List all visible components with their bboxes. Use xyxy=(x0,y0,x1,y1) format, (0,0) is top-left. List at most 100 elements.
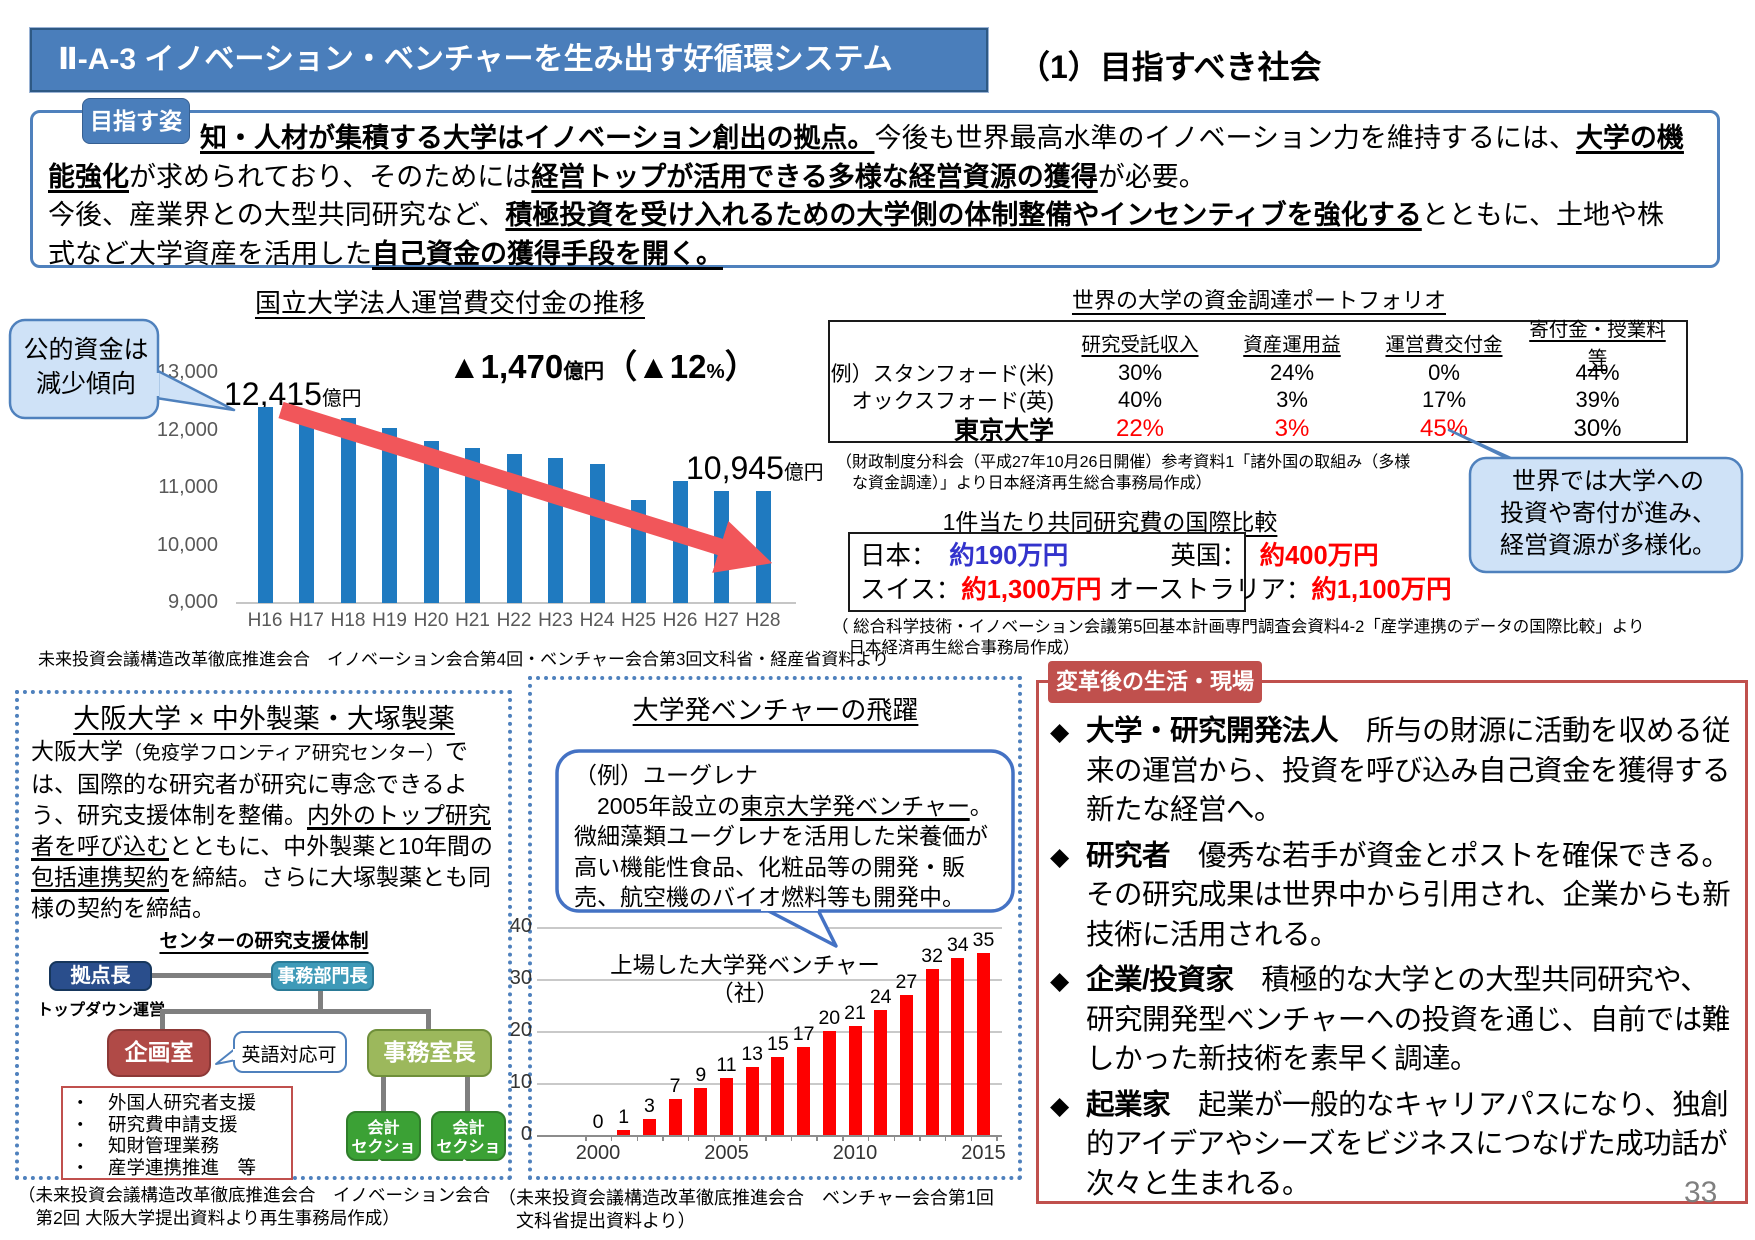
venture-chart-source: （未来投資会議構造改革徹底推進会合 ベンチャー会合第1回 文科省提出資料より） xyxy=(498,1188,994,1231)
table-column-header: 運営費交付金 xyxy=(1368,328,1520,357)
table-row-label: 例）スタンフォード(米) xyxy=(830,363,1054,386)
org-chart-title-text: センターの研究支援体制 xyxy=(159,931,369,952)
start-value-label: 12,415億円 xyxy=(224,376,362,413)
table-cell-value: 44% xyxy=(1575,360,1620,385)
x-axis-tick xyxy=(636,1135,639,1141)
after-item-title: 研究者 xyxy=(1086,839,1171,872)
x-axis-tick-label: H18 xyxy=(330,610,366,631)
y-axis-tick-label: 10,000 xyxy=(156,533,218,556)
x-axis-tick-label: H20 xyxy=(413,610,449,631)
org-connector xyxy=(152,973,271,978)
funding-bar xyxy=(672,480,688,603)
text-segment: が求められており、そのためには xyxy=(129,161,532,192)
bar-value-label: 7 xyxy=(669,1074,681,1097)
bar-value-label: 1 xyxy=(618,1105,630,1128)
y-axis-tick-label: 0 xyxy=(520,1123,532,1145)
text-segment: 英国： xyxy=(1068,542,1260,570)
funding-bar xyxy=(589,463,605,603)
text-segment: 億円 xyxy=(321,388,362,410)
page-number: 33 xyxy=(1684,1176,1718,1209)
x-axis-tick xyxy=(739,1135,741,1141)
after-transformation-tab: 変革後の生活・現場 xyxy=(1048,661,1262,703)
section-title: （1）目指すべき社会 xyxy=(1018,49,1322,85)
portfolio-table-box: 研究受託収入 資産運用益 運営費交付金 寄付金・授業料等 例）スタンフォード(米) 30%… xyxy=(828,319,1688,445)
text-segment: オーストラリア： xyxy=(1101,576,1312,604)
bar-value-label: 20 xyxy=(818,1007,841,1029)
x-axis-tick-label: 2000 xyxy=(575,1142,621,1164)
world-trend-callout: 世界では大学への 投資や寄付が進み、 経営資源が多様化。 xyxy=(1435,426,1750,578)
x-axis-tick xyxy=(867,1135,870,1141)
x-axis-tick-label: 2005 xyxy=(704,1142,749,1164)
text-segment: 知・人材が集積する大学はイノベーション創出の拠点。 xyxy=(200,123,875,153)
x-axis-tick-label: H22 xyxy=(496,610,532,631)
after-item-title: 企業/投資家 xyxy=(1086,964,1234,996)
bar-value-label: 3 xyxy=(643,1095,655,1118)
portfolio-table-title: 世界の大学の資金調達ポートフォリオ xyxy=(826,283,1692,315)
funding-bar xyxy=(548,457,563,603)
org-box-planning: 企画室 xyxy=(107,1029,211,1077)
text-segment: 約1,300万円 xyxy=(961,576,1102,604)
funding-chart-source: 未来投資会議構造改革徹底推進会合 イノベーション会合第4回・ベンチャー会合第3回… xyxy=(38,650,890,669)
diamond-bullet-icon: ◆ xyxy=(1050,842,1070,871)
text-segment: スイス： xyxy=(860,576,962,604)
bar-value-label: 35 xyxy=(972,929,995,951)
x-axis-tick xyxy=(816,1135,818,1141)
funding-bar xyxy=(631,499,646,603)
joint-research-line-2: スイス：約1,300万円 オーストラリア：約1,100万円 xyxy=(860,573,1452,607)
public-funds-callout-text: 公的資金は 減少傾向 xyxy=(23,336,149,398)
x-axis-tick-label: H25 xyxy=(621,610,656,631)
text-segment: 約190万円 xyxy=(949,542,1069,570)
x-axis-tick-label: 2015 xyxy=(961,1142,1006,1164)
funding-bar xyxy=(714,491,729,603)
x-axis-tick-label: H26 xyxy=(662,610,698,631)
portfolio-table-grid: 研究受託収入 資産運用益 運営費交付金 寄付金・授業料等 例）スタンフォード(米) 30%… xyxy=(830,319,1686,445)
column-header-text: 資産運用益 xyxy=(1243,333,1341,356)
org-connector xyxy=(160,1009,165,1031)
support-task-item: ・ 産学連携推進 等 xyxy=(71,1156,257,1178)
venture-bar xyxy=(642,1119,656,1135)
text-segment: （例）ユーグレナ 2005年設立の xyxy=(574,762,758,819)
support-tasks-box: ・ 外国人研究者支援・ 研究費申請支援・ 知財管理業務・ 産学連携推進 等 xyxy=(61,1086,293,1180)
joint-research-title: 1件当たり共同研究費の国際比較 xyxy=(900,503,1320,537)
text-segment: 内外のトップ研究者を呼び込む xyxy=(31,802,491,859)
table-column-header: 資産運用益 xyxy=(1216,328,1368,357)
x-axis-line xyxy=(537,1134,1002,1137)
x-axis-tick xyxy=(970,1135,973,1141)
table-cell-value: 24% xyxy=(1269,360,1315,385)
goal-paragraph-1: 知・人材が集積する大学はイノベーション創出の拠点。今後も世界最高水準のイノベーシ… xyxy=(48,119,1690,196)
text-segment: 。微細藻類ユーグレナを活用した栄養価が高い機能性食品、化粧品等の開発・販売、航空… xyxy=(574,792,993,911)
org-box-admin-dept-head: 事務部門長 xyxy=(271,961,374,991)
x-axis-tick xyxy=(996,1135,998,1141)
table-cell-value: 30% xyxy=(1573,415,1622,442)
x-axis-tick xyxy=(662,1135,664,1141)
org-box-admin-office-head: 事務室長 xyxy=(367,1029,492,1077)
y-axis-tick-label: 10 xyxy=(509,1071,532,1093)
gridline xyxy=(537,1031,1002,1033)
funding-chart-plot: ▲1,470億円（▲12%） 12,415億円 10,945億円 9,000 10… xyxy=(140,340,850,652)
funding-bar xyxy=(257,406,273,603)
venture-bar xyxy=(822,1031,836,1135)
text-segment: 今後、産業界との大型共同研究など、 xyxy=(48,200,506,230)
bar-value-label: 17 xyxy=(792,1022,815,1045)
column-header-text: 運営費交付金 xyxy=(1385,333,1503,356)
x-axis-tick-label: H16 xyxy=(247,610,283,631)
joint-research-title-text: 1件当たり共同研究費の国際比較 xyxy=(942,509,1278,535)
after-item-body: 積極的な大学との大型共同研究や、研究開発型ベンチャーへの投資を通じ、自前では難し… xyxy=(1086,964,1730,1075)
venture-bar xyxy=(745,1067,759,1135)
after-item-body: 優秀な若手が資金とポストを確保できる。その研究成果は世界中から引用され、企業から… xyxy=(1086,839,1731,951)
venture-bar xyxy=(668,1098,682,1135)
portfolio-table-source: （財政制度分科会（平成27年10月26日開催）参考資料1「諸外国の取組み（多様 … xyxy=(836,454,1411,492)
org-chart-title: センターの研究支援体制 xyxy=(19,926,509,953)
euglena-example-text: （例）ユーグレナ 2005年設立の東京大学発ベンチャー。 微細藻類ユーグレナを活用… xyxy=(574,760,1006,913)
x-axis-tick xyxy=(944,1135,947,1141)
venture-bar xyxy=(925,968,939,1135)
world-trend-callout-text: 世界では大学への 投資や寄付が進み、 経営資源が多様化。 xyxy=(1500,468,1716,559)
osaka-case-source: （未来投資会議構造改革徹底推進会合 イノベーション会合 第2回 大阪大学提出資料… xyxy=(18,1185,491,1228)
gridline xyxy=(537,979,1002,981)
after-item-text: 大学・研究開発法人 所与の財源に活動を収める従来の運営から、投資を呼び込み自己資… xyxy=(1086,712,1734,831)
text-segment: 億円 xyxy=(783,462,824,484)
x-axis-tick xyxy=(919,1135,921,1141)
x-axis-tick xyxy=(585,1135,587,1141)
org-box-director: 拠点長 xyxy=(49,961,152,991)
speech-bubble-icon xyxy=(8,318,236,420)
